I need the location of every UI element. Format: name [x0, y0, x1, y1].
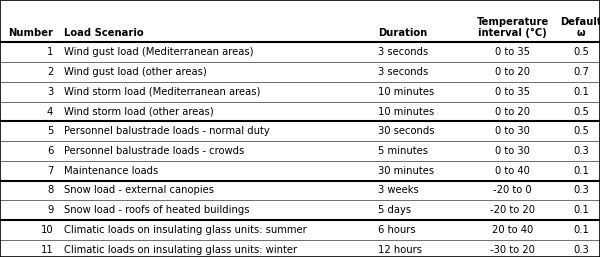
- Text: 0 to 30: 0 to 30: [495, 126, 530, 136]
- Text: 6 hours: 6 hours: [378, 225, 416, 235]
- Text: 10 minutes: 10 minutes: [378, 87, 434, 97]
- Text: 0.5: 0.5: [573, 107, 589, 117]
- Text: 0 to 20: 0 to 20: [495, 67, 530, 77]
- Text: 30 minutes: 30 minutes: [378, 166, 434, 176]
- Text: -20 to 20: -20 to 20: [490, 205, 535, 215]
- Text: 0.7: 0.7: [573, 67, 589, 77]
- Text: 0 to 35: 0 to 35: [495, 87, 530, 97]
- Text: 10 minutes: 10 minutes: [378, 107, 434, 117]
- Text: 5 minutes: 5 minutes: [378, 146, 428, 156]
- Text: 11: 11: [41, 245, 53, 255]
- Text: Wind gust load (Mediterranean areas): Wind gust load (Mediterranean areas): [64, 47, 254, 57]
- Text: 0.1: 0.1: [573, 87, 589, 97]
- Text: Climatic loads on insulating glass units: winter: Climatic loads on insulating glass units…: [64, 245, 298, 255]
- Text: 12 hours: 12 hours: [378, 245, 422, 255]
- Text: Climatic loads on insulating glass units: summer: Climatic loads on insulating glass units…: [64, 225, 307, 235]
- Text: 0.3: 0.3: [573, 186, 589, 196]
- Text: 4: 4: [47, 107, 53, 117]
- Text: Personnel balustrade loads - normal duty: Personnel balustrade loads - normal duty: [64, 126, 270, 136]
- Text: 0 to 20: 0 to 20: [495, 107, 530, 117]
- Text: 0 to 35: 0 to 35: [495, 47, 530, 57]
- Text: 0.1: 0.1: [573, 225, 589, 235]
- Text: 20 to 40: 20 to 40: [492, 225, 533, 235]
- Text: 9: 9: [47, 205, 53, 215]
- Text: Snow load - external canopies: Snow load - external canopies: [64, 186, 214, 196]
- Text: -20 to 0: -20 to 0: [493, 186, 532, 196]
- Text: 0 to 40: 0 to 40: [495, 166, 530, 176]
- Text: 1: 1: [47, 47, 53, 57]
- Text: Wind storm load (Mediterranean areas): Wind storm load (Mediterranean areas): [64, 87, 260, 97]
- Text: Load Scenario: Load Scenario: [64, 29, 144, 39]
- Text: 6: 6: [47, 146, 53, 156]
- Text: 8: 8: [47, 186, 53, 196]
- Text: 7: 7: [47, 166, 53, 176]
- Text: 3: 3: [47, 87, 53, 97]
- Text: 3 seconds: 3 seconds: [378, 47, 428, 57]
- Text: 10: 10: [41, 225, 53, 235]
- Text: Wind storm load (other areas): Wind storm load (other areas): [64, 107, 214, 117]
- Text: 0.5: 0.5: [573, 126, 589, 136]
- Text: 0 to 30: 0 to 30: [495, 146, 530, 156]
- Text: Wind gust load (other areas): Wind gust load (other areas): [64, 67, 207, 77]
- Text: Maintenance loads: Maintenance loads: [64, 166, 158, 176]
- Text: 0.5: 0.5: [573, 47, 589, 57]
- Text: 30 seconds: 30 seconds: [378, 126, 434, 136]
- Text: Number: Number: [8, 29, 53, 39]
- Text: 0.1: 0.1: [573, 205, 589, 215]
- Text: 5: 5: [47, 126, 53, 136]
- Text: 0.1: 0.1: [573, 166, 589, 176]
- Text: 2: 2: [47, 67, 53, 77]
- Text: 3 weeks: 3 weeks: [378, 186, 419, 196]
- Text: Snow load - roofs of heated buildings: Snow load - roofs of heated buildings: [64, 205, 250, 215]
- Text: Default
ω: Default ω: [560, 17, 600, 39]
- Text: Temperature
interval (°C): Temperature interval (°C): [476, 17, 548, 39]
- Text: Personnel balustrade loads - crowds: Personnel balustrade loads - crowds: [64, 146, 245, 156]
- Text: -30 to 20: -30 to 20: [490, 245, 535, 255]
- Text: 3 seconds: 3 seconds: [378, 67, 428, 77]
- Text: 0.3: 0.3: [573, 146, 589, 156]
- Text: 5 days: 5 days: [378, 205, 411, 215]
- Text: Duration: Duration: [378, 29, 427, 39]
- Text: 0.3: 0.3: [573, 245, 589, 255]
